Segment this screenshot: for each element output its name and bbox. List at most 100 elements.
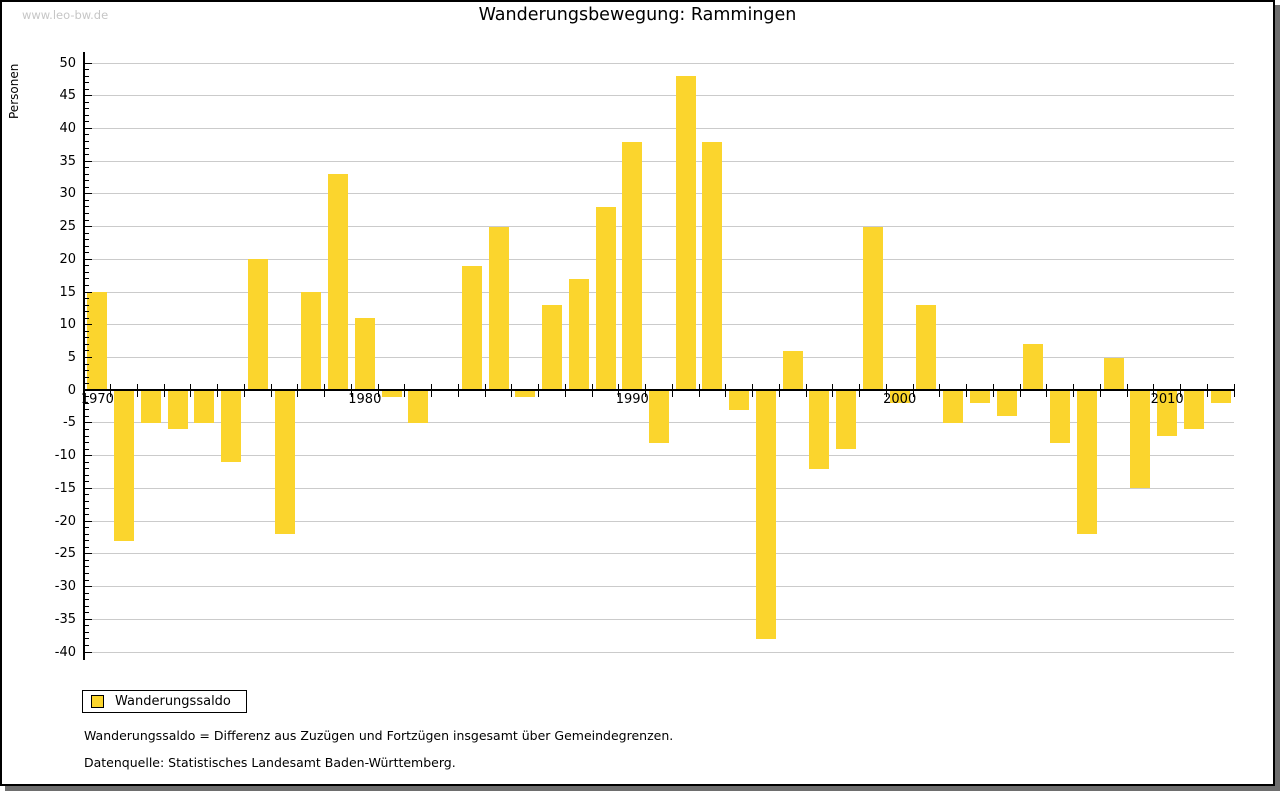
bar — [488, 226, 509, 391]
y-tick — [85, 82, 89, 84]
y-tick — [85, 278, 89, 280]
y-tick — [85, 219, 89, 221]
y-tick — [85, 533, 89, 535]
y-tick — [85, 311, 89, 313]
x-tick — [297, 384, 299, 398]
x-tick — [163, 384, 165, 398]
y-tick — [85, 402, 89, 404]
y-tick — [85, 500, 89, 502]
y-tick — [85, 514, 89, 516]
x-tick — [1126, 384, 1128, 398]
y-tick-label: 10 — [59, 317, 76, 333]
y-tick — [85, 245, 89, 247]
y-tick-label: 5 — [67, 350, 76, 365]
x-tick — [377, 384, 379, 398]
x-tick-label: 1970 — [80, 392, 114, 408]
y-tick — [85, 239, 89, 241]
y-tick — [85, 127, 92, 129]
bar — [1050, 390, 1071, 443]
y-tick — [85, 481, 89, 483]
x-tick — [645, 384, 647, 398]
y-tick-label: -10 — [54, 448, 76, 464]
x-tick — [859, 384, 861, 398]
y-tick — [85, 180, 89, 182]
y-tick — [85, 474, 89, 476]
bar — [568, 278, 589, 391]
bar — [221, 390, 242, 463]
y-tick — [85, 415, 89, 417]
plot-area: 50 45 40 35 30 25 20 15 10 5 0 -5 -10 -15 -20 -25 -30 -35… — [55, 52, 1235, 660]
x-tick — [243, 384, 245, 398]
y-tick-label: 50 — [59, 55, 76, 71]
bar — [461, 265, 482, 391]
y-tick — [85, 586, 92, 588]
y-tick-label: -15 — [54, 480, 76, 496]
x-tick-label: 2010 — [1150, 392, 1184, 408]
y-tick — [85, 304, 89, 306]
x-tick — [350, 384, 352, 398]
y-tick — [85, 363, 89, 365]
x-tick — [939, 384, 941, 398]
x-tick — [1073, 384, 1075, 398]
x-tick — [778, 384, 780, 398]
y-tick-label: 20 — [59, 251, 76, 267]
y-tick — [85, 592, 89, 594]
x-tick — [1019, 384, 1021, 398]
y-tick — [85, 540, 89, 542]
y-tick — [85, 546, 89, 548]
y-tick — [85, 383, 89, 385]
y-tick — [85, 494, 89, 496]
gridline — [84, 291, 1234, 293]
y-tick — [85, 62, 92, 64]
y-tick-label: -5 — [63, 415, 76, 431]
y-tick — [85, 487, 92, 489]
y-tick-label: -20 — [54, 513, 76, 529]
y-tick-label: 0 — [67, 382, 76, 398]
x-tick — [618, 384, 620, 398]
y-tick — [85, 370, 89, 372]
x-tick — [564, 384, 566, 398]
bar — [542, 305, 563, 391]
y-tick — [85, 579, 89, 581]
y-tick — [85, 553, 92, 555]
y-tick — [85, 265, 89, 267]
gridline — [84, 520, 1234, 522]
x-tick — [885, 384, 887, 398]
y-tick — [85, 108, 89, 110]
bar — [354, 318, 375, 391]
y-tick — [85, 298, 89, 300]
y-tick — [85, 213, 89, 215]
y-axis-title: Personen — [7, 63, 21, 119]
x-tick — [270, 384, 272, 398]
bar — [140, 390, 161, 423]
y-tick — [85, 343, 89, 345]
gridline — [84, 258, 1234, 260]
y-tick — [85, 226, 92, 228]
y-tick — [85, 134, 89, 136]
y-tick — [85, 186, 89, 188]
x-tick — [591, 384, 593, 398]
y-tick — [85, 317, 89, 319]
y-tick — [85, 252, 89, 254]
y-tick — [85, 350, 89, 352]
x-tick — [1046, 384, 1048, 398]
y-tick — [85, 455, 92, 457]
gridline — [84, 586, 1234, 588]
y-tick — [85, 435, 89, 437]
bar — [301, 292, 322, 391]
y-tick — [85, 507, 89, 509]
bar — [916, 305, 937, 391]
y-tick — [85, 618, 92, 620]
y-tick — [85, 330, 89, 332]
x-tick — [431, 384, 433, 398]
bar — [622, 141, 643, 391]
y-tick-label: 15 — [59, 284, 76, 300]
bar — [1076, 390, 1097, 535]
x-tick — [136, 384, 138, 398]
x-tick — [671, 384, 673, 398]
x-tick — [912, 384, 914, 398]
bar — [836, 390, 857, 450]
y-tick — [85, 206, 89, 208]
y-tick — [85, 337, 89, 339]
